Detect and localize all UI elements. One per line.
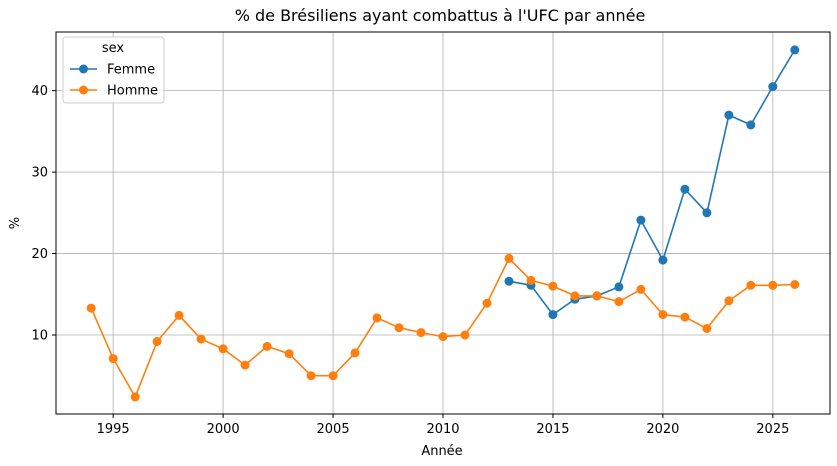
- data-point-homme: [174, 310, 184, 320]
- y-tick-label: 20: [31, 247, 48, 262]
- data-point-femme: [658, 255, 668, 265]
- data-point-homme: [438, 332, 448, 342]
- legend-label-homme: Homme: [107, 84, 158, 99]
- data-point-homme: [724, 296, 734, 306]
- data-point-femme: [548, 310, 558, 320]
- legend: sex Femme Homme: [62, 36, 165, 104]
- data-point-homme: [570, 291, 580, 301]
- data-point-homme: [130, 392, 140, 402]
- data-point-femme: [614, 282, 624, 292]
- data-point-homme: [614, 297, 624, 307]
- data-point-homme: [108, 354, 118, 364]
- x-axis: 1995 2000 2005 2010 2015 2020 2025: [97, 414, 789, 437]
- y-tick-label: 30: [31, 166, 48, 181]
- legend-swatch-marker-homme: [79, 85, 88, 95]
- x-tick-label: 2015: [536, 422, 569, 437]
- data-point-homme: [284, 349, 294, 359]
- data-point-homme: [636, 284, 646, 294]
- data-point-homme: [152, 337, 162, 346]
- data-point-femme: [768, 82, 778, 92]
- data-point-homme: [482, 298, 492, 308]
- data-point-homme: [746, 280, 756, 290]
- legend-entry-homme: Homme: [70, 84, 158, 99]
- data-point-homme: [548, 281, 558, 291]
- data-point-homme: [592, 291, 602, 301]
- series-layer: [86, 45, 800, 402]
- y-tick-label: 40: [31, 84, 48, 99]
- data-point-homme: [196, 334, 206, 344]
- x-tick-label: 2005: [317, 422, 350, 437]
- x-tick-label: 2010: [426, 422, 459, 437]
- data-point-femme: [724, 110, 734, 120]
- legend-entries: Femme Homme: [70, 63, 158, 99]
- legend-title: sex: [102, 41, 125, 56]
- y-axis-label: %: [8, 217, 23, 229]
- data-point-homme: [658, 310, 668, 320]
- data-point-homme: [526, 275, 536, 285]
- data-point-femme: [680, 184, 690, 194]
- chart-title: % de Brésiliens ayant combattus à l'UFC …: [235, 6, 646, 25]
- data-point-homme: [680, 312, 690, 322]
- data-point-homme: [350, 348, 360, 358]
- data-point-homme: [790, 280, 800, 289]
- data-point-homme: [416, 328, 426, 338]
- data-point-femme: [504, 276, 514, 286]
- legend-label-femme: Femme: [107, 63, 155, 78]
- data-point-homme: [218, 344, 228, 354]
- data-point-homme: [768, 280, 778, 290]
- data-point-homme: [262, 341, 272, 351]
- data-point-homme: [328, 371, 338, 381]
- data-point-femme: [746, 120, 756, 130]
- data-point-femme: [702, 208, 712, 218]
- data-point-homme: [504, 253, 514, 263]
- x-tick-label: 2020: [646, 422, 679, 437]
- data-point-homme: [240, 360, 250, 370]
- series-femme: [504, 45, 800, 320]
- data-point-femme: [636, 215, 646, 225]
- data-point-femme: [790, 45, 800, 55]
- data-point-homme: [86, 303, 96, 313]
- y-tick-label: 10: [31, 328, 48, 343]
- series-line-femme: [508, 49, 796, 316]
- data-point-homme: [394, 323, 404, 333]
- x-axis-label: Année: [421, 444, 462, 459]
- x-tick-label: 2000: [207, 422, 240, 437]
- data-point-homme: [702, 324, 712, 333]
- y-axis: 10 20 30 40: [31, 84, 56, 343]
- x-tick-label: 1995: [97, 422, 130, 437]
- data-point-homme: [306, 371, 316, 381]
- legend-swatch-marker-femme: [79, 64, 88, 74]
- legend-entry-femme: Femme: [70, 63, 155, 78]
- data-point-homme: [460, 330, 470, 340]
- legend-box: [62, 36, 165, 104]
- x-tick-label: 2025: [756, 422, 789, 437]
- series-homme: [86, 253, 800, 402]
- data-point-homme: [372, 313, 382, 323]
- grid: [56, 32, 830, 414]
